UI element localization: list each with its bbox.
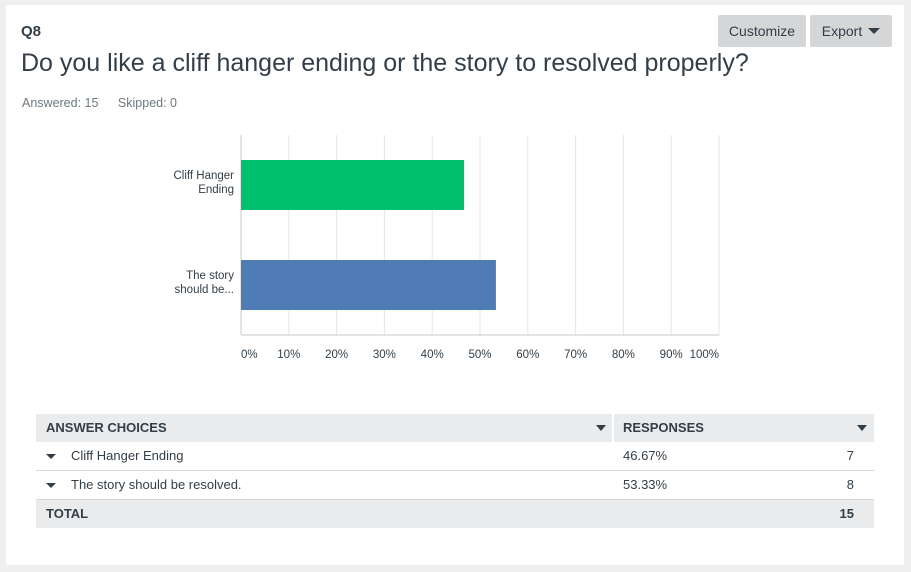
total-count: 15: [839, 506, 854, 521]
x-tick-label: 90%: [660, 349, 683, 361]
expand-row-icon[interactable]: [46, 454, 56, 459]
customize-button[interactable]: Customize: [718, 15, 806, 47]
question-title: Do you like a cliff hanger ending or the…: [21, 49, 749, 77]
x-tick-label: 20%: [325, 349, 348, 361]
category-label-line: should be...: [175, 284, 234, 296]
responses-header[interactable]: RESPONSES: [623, 420, 704, 435]
response-count: 7: [846, 448, 854, 463]
table-row: Cliff Hanger Ending 46.67% 7: [36, 442, 874, 471]
table-row: The story should be resolved. 53.33% 8: [36, 471, 874, 500]
x-tick-label: 100%: [690, 349, 719, 361]
category-label-line: Cliff Hanger: [173, 170, 234, 182]
table-header-row: ANSWER CHOICES RESPONSES: [36, 414, 874, 442]
question-number: Q8: [21, 23, 42, 40]
category-label-line: Ending: [198, 184, 234, 196]
response-count: 8: [846, 477, 854, 492]
category-label: The story should be...: [175, 270, 235, 296]
response-stats: Answered: 15 Skipped: 0: [22, 96, 193, 110]
answer-choices-header[interactable]: ANSWER CHOICES: [46, 420, 167, 435]
answer-choice: Cliff Hanger Ending: [71, 448, 184, 463]
chevron-down-icon: [868, 28, 881, 35]
x-tick-label: 40%: [421, 349, 444, 361]
total-label: TOTAL: [46, 506, 89, 521]
x-tick-label: 10%: [277, 349, 300, 361]
column-divider: [612, 414, 614, 442]
x-tick-label: 0%: [241, 349, 258, 361]
sort-answer-choices-icon[interactable]: [596, 425, 606, 431]
export-button[interactable]: Export: [810, 15, 892, 47]
x-tick-label: 30%: [373, 349, 396, 361]
answer-table: ANSWER CHOICES RESPONSES Cliff Hanger En…: [36, 414, 874, 528]
category-label-line: The story: [186, 270, 234, 282]
x-tick-label: 60%: [516, 349, 539, 361]
bar: [241, 160, 465, 210]
expand-row-icon[interactable]: [46, 483, 56, 488]
category-label: Cliff Hanger Ending: [173, 170, 234, 196]
response-percent: 53.33%: [623, 477, 668, 492]
table-total-row: TOTAL 15: [36, 500, 874, 528]
response-percent: 46.67%: [623, 448, 668, 463]
sort-responses-icon[interactable]: [857, 425, 867, 431]
answer-choice: The story should be resolved.: [71, 477, 242, 492]
question-card: Q8 Customize Export Do you like a cliff …: [6, 5, 904, 565]
skipped-count: Skipped: 0: [117, 96, 177, 110]
x-tick-label: 80%: [612, 349, 635, 361]
x-tick-label: 50%: [468, 349, 491, 361]
bar: [241, 260, 496, 310]
export-label: Export: [821, 23, 863, 39]
x-tick-label: 70%: [564, 349, 587, 361]
bar-chart: 0% 10% 20% 30% 40% 50% 60% 70% 80% 90% 100% Cliff H…: [173, 135, 720, 361]
answered-count: Answered: 15: [22, 96, 99, 110]
